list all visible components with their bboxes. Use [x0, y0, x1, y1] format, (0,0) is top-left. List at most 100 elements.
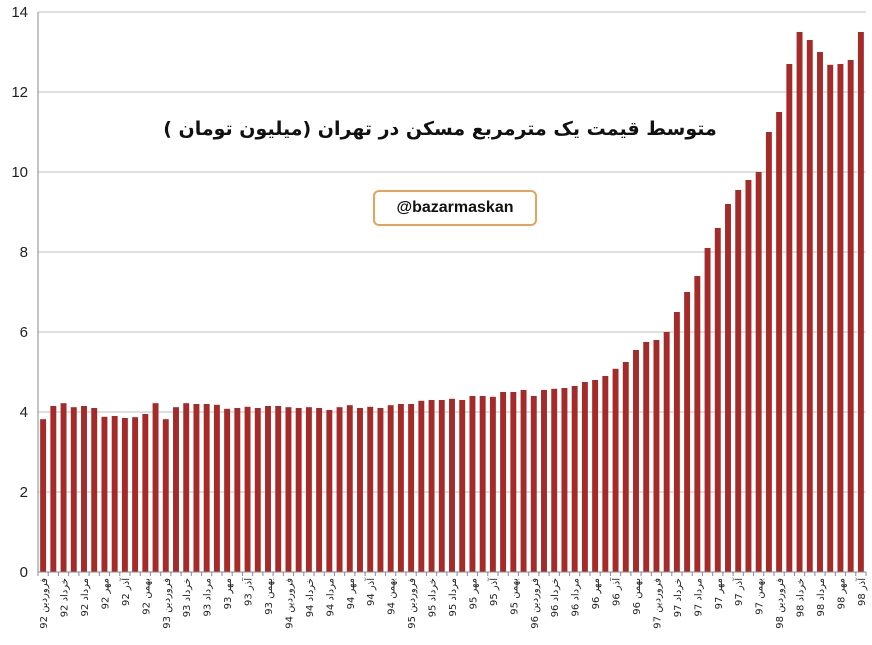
bar [776, 112, 783, 572]
x-tick-label: فروردین 93 [162, 578, 173, 629]
bar [571, 386, 578, 572]
x-tick-label: بهمن 96 [632, 578, 643, 615]
bar [653, 340, 660, 572]
bar [285, 407, 292, 572]
x-tick-label: خرداد 94 [305, 578, 316, 617]
bar [193, 404, 200, 572]
y-tick-label: 0 [20, 564, 28, 581]
bar [541, 390, 547, 572]
bar [213, 404, 220, 572]
bar [633, 350, 639, 572]
bar [438, 400, 445, 572]
bar [806, 40, 813, 572]
x-tick-label: مرداد 97 [693, 578, 704, 616]
y-tick-label: 4 [20, 404, 28, 421]
bar [295, 408, 302, 572]
x-tick-label: خرداد 93 [182, 578, 193, 617]
bar [827, 64, 834, 573]
x-tick-label: مرداد 98 [816, 578, 827, 616]
bar [397, 404, 404, 572]
bar [367, 406, 374, 572]
x-tick-label: مهر 98 [836, 578, 847, 609]
watermark-box: @bazarmaskan [373, 190, 537, 226]
x-tick-label: بهمن 95 [509, 578, 520, 615]
bar [510, 392, 517, 572]
x-tick-label: مهر 95 [468, 578, 479, 609]
bar [132, 417, 139, 572]
bar [418, 400, 425, 572]
bar [449, 398, 455, 572]
bar [489, 396, 496, 572]
bar [305, 407, 312, 572]
bar [755, 172, 762, 572]
x-tick-label: آذر 95 [487, 577, 500, 606]
x-tick-label: بهمن 94 [387, 578, 398, 615]
bar [316, 408, 323, 572]
x-tick-label: مهر 94 [346, 578, 357, 609]
x-tick-label: خرداد 97 [673, 578, 684, 617]
x-tick-label: مرداد 92 [80, 578, 91, 616]
x-tick-label: آذر 97 [732, 577, 745, 606]
x-tick-label: آذر 96 [610, 577, 623, 606]
bar [357, 408, 363, 572]
bar [70, 407, 77, 572]
bar [602, 376, 609, 572]
bar [673, 312, 680, 572]
x-tick-label: فروردین 95 [407, 578, 418, 629]
bar [704, 248, 711, 572]
chart-title: متوسط قیمت یک مترمربع مسکن در تهران (میل… [163, 118, 717, 140]
bar [837, 64, 844, 572]
bar [121, 418, 128, 572]
bar [428, 400, 435, 572]
x-tick-label: بهمن 92 [141, 578, 152, 615]
x-tick-label: آذر 93 [242, 577, 255, 606]
x-tick-label: مهر 93 [223, 578, 234, 609]
bar [622, 362, 629, 572]
bar [346, 405, 353, 572]
x-tick-labels: فروردین 92 خرداد 92 مرداد 92 مهر 92 آذر 92 به… [39, 577, 868, 629]
bar [173, 407, 179, 572]
bar [581, 382, 588, 572]
x-tick-label: خرداد 92 [60, 578, 71, 617]
bar [469, 396, 476, 572]
watermark-text: @bazarmaskan [396, 199, 514, 216]
bar [203, 404, 210, 572]
x-tick-label: فروردین 98 [775, 578, 786, 629]
bar [684, 292, 691, 572]
x-tick-label: مرداد 95 [448, 578, 459, 616]
bar [786, 64, 793, 572]
bar [254, 408, 261, 572]
bar [459, 400, 466, 572]
bar [387, 405, 394, 572]
bars [40, 32, 864, 573]
x-tick-label: بهمن 97 [755, 578, 766, 615]
bar [817, 52, 823, 572]
x-tick-label: فروردین 97 [652, 578, 663, 629]
bar [111, 416, 118, 572]
bar [612, 368, 619, 572]
bar [857, 32, 864, 572]
bar [530, 396, 537, 572]
x-tick-label: آذر 98 [855, 577, 868, 606]
bar [377, 408, 384, 572]
bar [643, 342, 650, 572]
bar [847, 60, 854, 572]
x-tick-label: فروردین 94 [284, 578, 295, 629]
bar [244, 406, 251, 572]
x-tick-label: مرداد 93 [203, 578, 214, 616]
bar [663, 332, 670, 572]
bar [561, 388, 568, 572]
x-tick-label: خرداد 96 [550, 578, 561, 617]
bar [796, 32, 803, 572]
x-tick-label: آذر 94 [364, 577, 377, 606]
bar [745, 180, 752, 572]
bar [81, 406, 87, 572]
x-tick-label: مرداد 96 [571, 578, 582, 616]
bar [234, 408, 241, 572]
x-tick-label: فروردین 96 [530, 578, 541, 629]
bar [265, 406, 271, 572]
bar [152, 403, 159, 572]
x-tick-label: مهر 96 [591, 578, 602, 609]
